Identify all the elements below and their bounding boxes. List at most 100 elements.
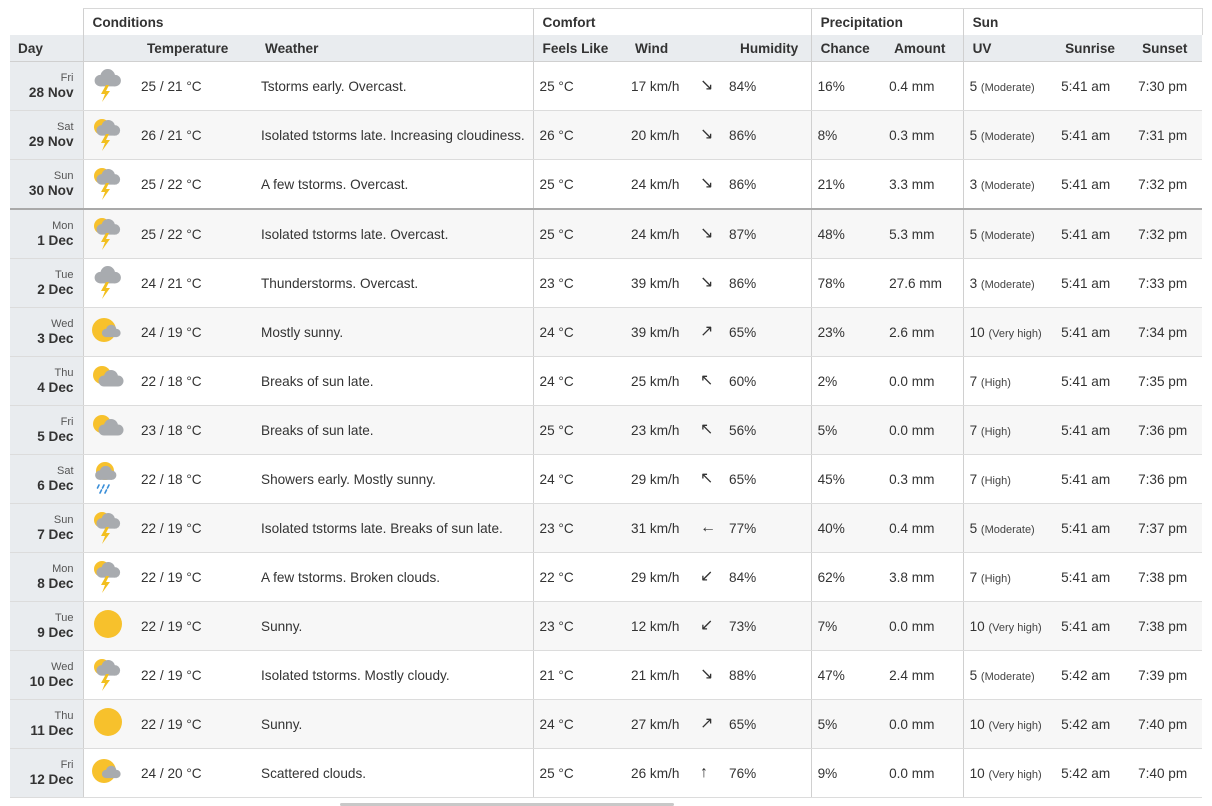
precip-amount: 27.6 mm	[879, 258, 964, 308]
uv-value: 7	[969, 471, 978, 487]
day-date: 5 Dec	[37, 428, 74, 444]
feels-like: 25 °C	[532, 159, 625, 210]
uv-category: (High)	[980, 474, 1011, 487]
sunrise-time: 5:41 am	[1055, 503, 1131, 553]
sunset-time: 7:32 pm	[1130, 208, 1203, 259]
uv-index-cell: 7 (High)	[962, 552, 1056, 602]
sunrise-time: 5:42 am	[1055, 699, 1131, 749]
weather-icon-cell	[83, 748, 133, 798]
sunrise-time: 5:41 am	[1055, 405, 1131, 455]
forecast-row: Thu 4 Dec 22 / 18 °C Breaks of sun late. 24 …	[10, 356, 1203, 406]
forecast-row: Fri 5 Dec 23 / 18 °C Breaks of sun late. 25 …	[10, 405, 1203, 455]
wind-direction-cell: ↖	[692, 356, 730, 406]
sunset-time: 7:40 pm	[1130, 699, 1203, 749]
day-cell: Sat 29 Nov	[10, 110, 84, 160]
uv-category: (Moderate)	[980, 229, 1035, 242]
uv-index-cell: 7 (High)	[962, 405, 1056, 455]
day-date: 10 Dec	[29, 673, 74, 689]
temperature: 22 / 19 °C	[133, 650, 243, 700]
forecast-row: Wed 10 Dec 22 / 19 °C Isolated tstorms. Mos…	[10, 650, 1203, 700]
precip-chance: 40%	[810, 503, 880, 553]
feels-like: 25 °C	[532, 748, 625, 798]
wind-arrow-icon: ↖	[700, 372, 714, 389]
day-cell: Thu 11 Dec	[10, 699, 84, 749]
wind-arrow-icon: ↘	[700, 225, 714, 242]
uv-index-cell: 3 (Moderate)	[962, 159, 1056, 210]
sunset-time: 7:37 pm	[1130, 503, 1203, 553]
feels-like: 22 °C	[532, 552, 625, 602]
temperature: 24 / 21 °C	[133, 258, 243, 308]
col-uv: UV	[962, 35, 1056, 62]
sunset-time: 7:38 pm	[1130, 552, 1203, 602]
precip-amount: 0.0 mm	[879, 601, 964, 651]
weather-icon-cell	[83, 454, 133, 504]
precip-amount: 2.6 mm	[879, 307, 964, 357]
day-date: 29 Nov	[28, 133, 74, 149]
precip-amount: 0.4 mm	[879, 503, 964, 553]
day-name: Wed	[51, 317, 74, 330]
col-temperature: Temperature	[133, 35, 243, 62]
day-name: Sun	[53, 169, 74, 182]
weather-description: Thunderstorms. Overcast.	[243, 258, 534, 308]
wind-direction-cell: ↖	[692, 454, 730, 504]
precip-chance: 2%	[810, 356, 880, 406]
weather-icon-cell	[83, 601, 133, 651]
precip-amount: 0.0 mm	[879, 356, 964, 406]
sunset-time: 7:30 pm	[1130, 61, 1203, 111]
weather-icon-cell	[83, 552, 133, 602]
humidity: 84%	[729, 552, 812, 602]
day-cell: Mon 8 Dec	[10, 552, 84, 602]
wind-speed: 23 km/h	[624, 405, 693, 455]
weather-icon-cell	[83, 110, 133, 160]
group-header-comfort: Comfort	[532, 8, 812, 35]
humidity: 86%	[729, 258, 812, 308]
wind-direction-cell: ↗	[692, 699, 730, 749]
col-humidity: Humidity	[729, 35, 812, 62]
sunset-time: 7:36 pm	[1130, 454, 1203, 504]
weather-description: Isolated tstorms late. Breaks of sun lat…	[243, 503, 534, 553]
feels-like: 23 °C	[532, 503, 625, 553]
uv-category: (Very high)	[988, 327, 1042, 340]
horizontal-scrollbar[interactable]	[340, 803, 674, 806]
day-date: 9 Dec	[37, 624, 74, 640]
day-date: 2 Dec	[37, 281, 74, 297]
weather-icon-cell	[83, 258, 133, 308]
feels-like: 26 °C	[532, 110, 625, 160]
wind-direction-cell: ↗	[692, 307, 730, 357]
uv-value: 7	[969, 373, 978, 389]
group-header-conditions: Conditions	[82, 8, 534, 35]
sunset-time: 7:39 pm	[1130, 650, 1203, 700]
uv-category: (Moderate)	[980, 130, 1035, 143]
sunset-time: 7:35 pm	[1130, 356, 1203, 406]
uv-category: (High)	[980, 572, 1011, 585]
sun-thunderstorm-icon	[93, 560, 120, 593]
weather-icon-cell	[83, 208, 133, 259]
temperature: 22 / 19 °C	[133, 601, 243, 651]
weather-icon-cell	[83, 159, 133, 210]
sun-thunderstorm-icon	[93, 658, 120, 691]
weather-icon-cell	[83, 356, 133, 406]
weather-description: Sunny.	[243, 601, 534, 651]
day-name: Thu	[54, 709, 74, 722]
precip-amount: 0.0 mm	[879, 748, 964, 798]
sunrise-time: 5:41 am	[1055, 258, 1131, 308]
day-name: Tue	[54, 611, 74, 624]
precip-chance: 45%	[810, 454, 880, 504]
weather-description: A few tstorms. Broken clouds.	[243, 552, 534, 602]
uv-value: 7	[969, 569, 978, 585]
uv-category: (Moderate)	[980, 670, 1035, 683]
forecast-row: Mon 1 Dec 25 / 22 °C Isolated tstorms late.…	[10, 208, 1203, 259]
precip-amount: 0.0 mm	[879, 405, 964, 455]
precip-chance: 5%	[810, 405, 880, 455]
wind-direction-cell: ↘	[692, 159, 730, 210]
sunrise-time: 5:41 am	[1055, 356, 1131, 406]
temperature: 25 / 22 °C	[133, 208, 243, 259]
forecast-row: Sat 6 Dec 22 / 18 °C Showers early. Mostly …	[10, 454, 1203, 504]
group-header-sun: Sun	[962, 8, 1203, 35]
temperature: 22 / 19 °C	[133, 552, 243, 602]
uv-category: (Very high)	[988, 621, 1042, 634]
humidity: 84%	[729, 61, 812, 111]
sunrise-time: 5:41 am	[1055, 552, 1131, 602]
precip-chance: 9%	[810, 748, 880, 798]
wind-arrow-icon: ←	[700, 519, 717, 536]
